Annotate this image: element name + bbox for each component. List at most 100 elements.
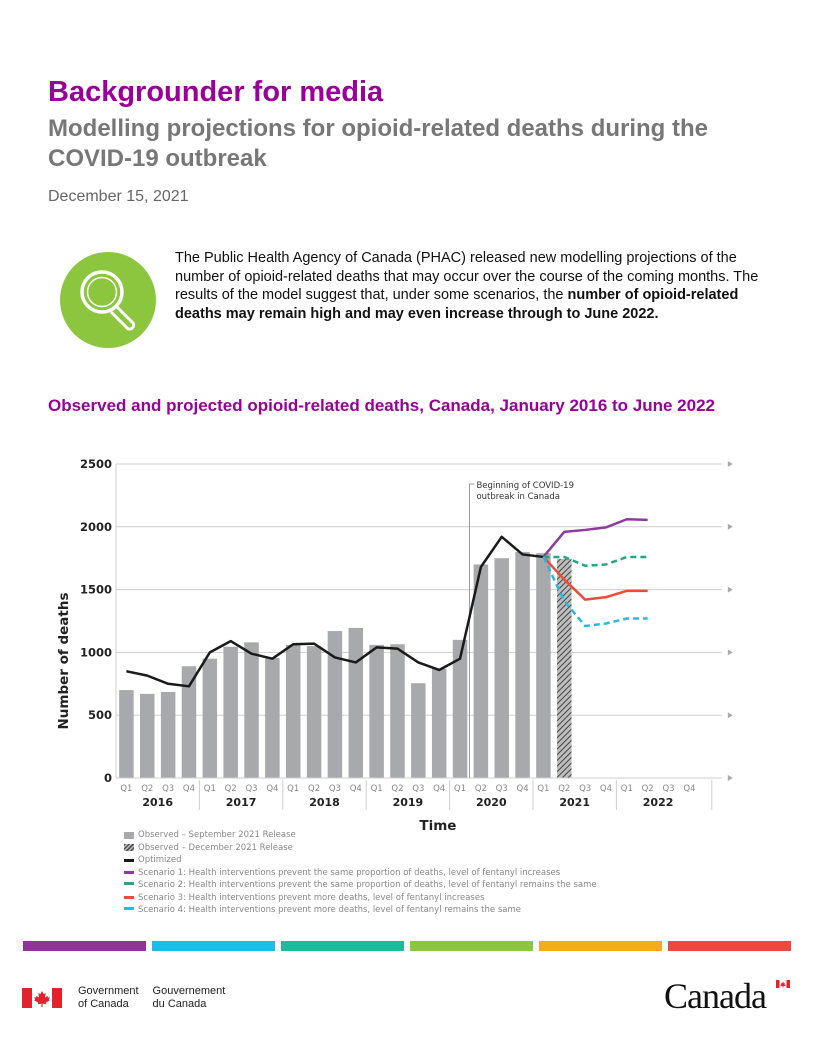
legend-label: Observed – December 2021 Release [138, 842, 293, 853]
legend-swatch-icon [124, 844, 134, 852]
x-tick-quarter: Q2 [141, 784, 153, 794]
x-tick-quarter: Q3 [412, 784, 424, 794]
legend-item: Observed – December 2021 Release [124, 842, 597, 855]
observed-bar [202, 658, 218, 778]
publication-date: December 15, 2021 [48, 188, 189, 205]
gridline-arrow-icon [727, 523, 733, 530]
legend-item: Scenario 4: Health interventions prevent… [124, 904, 597, 917]
x-tick-year: 2018 [309, 796, 340, 809]
chart-title: Observed and projected opioid-related de… [48, 396, 716, 415]
legend-item: Scenario 2: Health interventions prevent… [124, 879, 597, 892]
observed-bar [452, 639, 468, 778]
page-subtitle: Modelling projections for opioid-related… [48, 115, 709, 172]
legend-swatch-icon [124, 831, 134, 839]
chart-legend: Observed – September 2021 Release Observe… [124, 829, 597, 917]
y-tick-label: 2500 [80, 457, 112, 471]
color-stripe [281, 941, 404, 951]
x-tick-quarter: Q2 [391, 784, 403, 794]
color-stripe [539, 941, 662, 951]
legend-item: Observed – September 2021 Release [124, 829, 597, 842]
government-fr: Gouvernement du Canada [153, 985, 226, 1010]
x-tick-quarter: Q1 [537, 784, 549, 794]
legend-label: Optimized [138, 855, 182, 866]
x-tick-quarter: Q4 [683, 784, 695, 794]
x-tick-year: 2020 [476, 796, 507, 809]
y-tick-label: 1500 [80, 583, 112, 597]
scenario3-line [542, 556, 648, 601]
x-tick-year: 2016 [142, 796, 173, 809]
observed-bar [431, 668, 447, 778]
observed-hatched-bar [557, 558, 572, 778]
x-tick-quarter: Q4 [183, 784, 195, 794]
observed-bar [515, 551, 530, 778]
canada-flag-icon [22, 988, 62, 1008]
y-tick-label: 1000 [80, 645, 112, 659]
x-tick-year: 2017 [226, 796, 257, 809]
legend-label: Observed – September 2021 Release [138, 830, 296, 841]
legend-item: Scenario 1: Health interventions prevent… [124, 867, 597, 880]
legend-item: Optimized [124, 854, 597, 867]
gov-fr-line2: du Canada [152, 997, 207, 1010]
x-tick-quarter: Q1 [120, 784, 132, 794]
observed-bar [244, 642, 259, 778]
legend-swatch-icon [124, 858, 134, 862]
x-axis-title: Time [419, 818, 456, 830]
observed-bar [348, 627, 364, 778]
color-stripe [152, 941, 275, 951]
x-tick-quarter: Q2 [225, 784, 237, 794]
y-tick-label: 0 [104, 771, 112, 785]
page-title: Backgrounder for media [48, 76, 384, 108]
x-tick-year: 2021 [559, 796, 590, 809]
observed-bar [223, 646, 238, 778]
x-tick-quarter: Q3 [662, 784, 674, 794]
x-tick-quarter: Q4 [517, 784, 529, 794]
scenario2-line [543, 555, 648, 567]
legend-label: Scenario 2: Health interventions prevent… [138, 880, 597, 891]
color-stripe [410, 941, 533, 951]
intro-highlight: number of opioid-related deaths may rema… [175, 287, 739, 322]
legend-swatch-icon [124, 896, 134, 900]
x-tick-quarter: Q4 [433, 784, 445, 794]
x-tick-quarter: Q3 [162, 784, 174, 794]
covid-annotation-line2: outbreak in Canada [476, 492, 559, 502]
color-stripe [23, 941, 146, 951]
x-tick-quarter: Q3 [245, 784, 257, 794]
observed-bar [390, 644, 405, 778]
x-tick-year: 2019 [393, 796, 424, 809]
x-tick-quarter: Q3 [329, 784, 341, 794]
government-signature: Government of Canada Gouvernement du Can… [22, 985, 225, 1010]
observed-bar [306, 646, 322, 778]
legend-swatch-icon [124, 871, 134, 875]
intro-paragraph: The Public Health Agency of Canada (PHAC… [175, 249, 765, 323]
x-tick-quarter: Q4 [350, 784, 362, 794]
legend-swatch-icon [124, 882, 134, 888]
x-tick-quarter: Q1 [454, 784, 466, 794]
observed-bar [265, 658, 280, 778]
wordmark-flag-icon [776, 980, 790, 988]
legend-label: Scenario 3: Health interventions prevent… [138, 892, 485, 903]
y-tick-label: 2000 [80, 520, 112, 534]
x-tick-quarter: Q2 [642, 784, 654, 794]
scenario4-line [542, 556, 648, 628]
gridline-arrow-icon [727, 586, 733, 593]
observed-bar [411, 683, 426, 778]
observed-bar [285, 644, 301, 778]
y-tick-label: 500 [88, 708, 112, 722]
legend-item: Scenario 3: Health interventions prevent… [124, 892, 597, 905]
observed-bar [473, 564, 489, 778]
government-en: Government of Canada [78, 985, 139, 1010]
observed-bar [536, 553, 551, 778]
observed-bar [181, 666, 197, 778]
gov-en-line1: Government [78, 985, 139, 997]
x-tick-quarter: Q2 [558, 784, 570, 794]
intro-text: The Public Health Agency of Canada (PHAC… [175, 250, 759, 303]
covid-annotation-line1: Beginning of COVID-19 [476, 481, 574, 491]
magnifying-glass-icon [60, 252, 156, 348]
canada-wordmark: Canada [664, 976, 767, 1016]
legend-swatch-icon [124, 907, 134, 913]
gov-fr-line1: Gouvernement [152, 985, 226, 997]
observed-bar [494, 558, 509, 778]
gridline-arrow-icon [727, 649, 733, 656]
x-tick-quarter: Q4 [266, 784, 278, 794]
